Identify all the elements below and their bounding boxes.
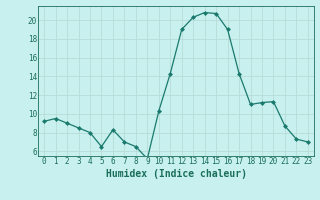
X-axis label: Humidex (Indice chaleur): Humidex (Indice chaleur): [106, 169, 246, 179]
